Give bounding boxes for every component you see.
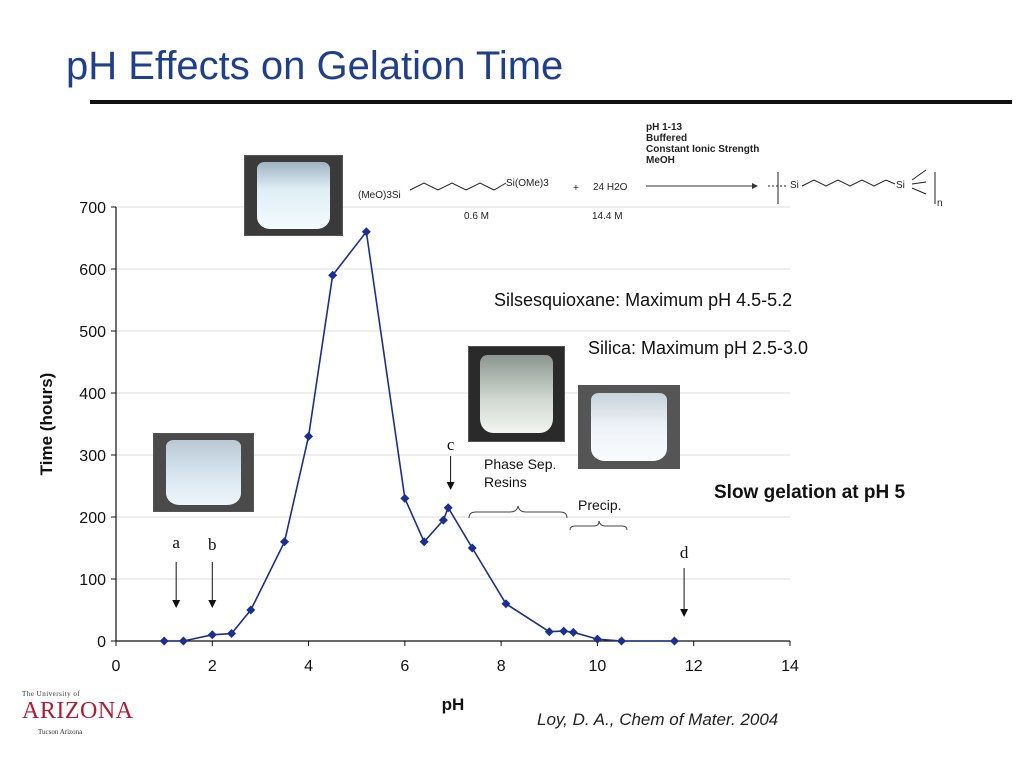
phase-sep-text: Phase Sep. xyxy=(484,456,557,472)
data-point xyxy=(159,636,169,646)
condition-line: pH 1-13 xyxy=(646,122,683,133)
data-point xyxy=(400,493,410,503)
y-tick-label: 500 xyxy=(79,324,106,341)
phase-sep-label: Phase Sep. Resins xyxy=(484,455,556,491)
data-point xyxy=(280,537,289,547)
chart-axes xyxy=(111,206,791,646)
reactant-chain xyxy=(409,182,507,191)
vial-photo-precip xyxy=(578,385,680,469)
x-tick-label: 6 xyxy=(400,658,409,675)
product-si-right: Si xyxy=(896,180,905,191)
condition-line: Constant Ionic Strength xyxy=(646,144,760,155)
reactant1-label: (MeO)3Si xyxy=(358,190,401,201)
x-tick-label: 4 xyxy=(304,658,313,675)
product-bond-2 xyxy=(911,181,927,185)
data-point xyxy=(361,227,371,237)
x-tick-label: 0 xyxy=(112,658,121,675)
product-chain xyxy=(801,179,896,187)
vial-photo-low-ph xyxy=(153,433,254,512)
title-underline xyxy=(90,100,1012,104)
reactant1-end-label: Si(OMe)3 xyxy=(506,178,549,189)
event-label-a: a xyxy=(172,533,180,552)
precip-label: Precip. xyxy=(578,497,622,513)
event-label-c: c xyxy=(447,435,455,454)
data-point xyxy=(178,636,188,646)
data-point xyxy=(592,634,602,644)
reaction-arrow-head xyxy=(752,183,758,189)
y-tick-label: 0 xyxy=(97,634,106,651)
data-point xyxy=(544,627,554,637)
product-n: n xyxy=(937,198,943,209)
data-point xyxy=(501,599,511,609)
conc2-label: 14.4 M xyxy=(592,211,623,222)
slide-title: pH Effects on Gelation Time xyxy=(66,44,564,88)
precip-brace xyxy=(569,520,628,531)
x-tick-label: 12 xyxy=(685,658,703,675)
conditions-block: pH 1-13 Buffered Constant Ionic Strength… xyxy=(646,122,759,166)
data-point xyxy=(227,629,237,639)
logo-main-text: ARIZONA xyxy=(22,698,134,724)
data-point xyxy=(207,630,217,640)
product-bond-1 xyxy=(911,169,927,181)
data-point xyxy=(304,431,314,441)
silsesquioxane-note: Silsesquioxane: Maximum pH 4.5-5.2 xyxy=(494,290,793,310)
resins-text: Resins xyxy=(484,474,527,490)
event-arrowhead-a xyxy=(172,600,181,608)
data-point xyxy=(467,543,477,553)
water-label: 24 H2O xyxy=(593,182,628,193)
event-label-d: d xyxy=(680,543,689,562)
data-point xyxy=(438,515,448,525)
event-label-b: b xyxy=(208,535,217,554)
data-point xyxy=(443,503,453,513)
chart-gridlines xyxy=(116,206,790,580)
event-markers: a b c d xyxy=(172,435,689,617)
data-point xyxy=(419,537,429,547)
data-point xyxy=(617,636,626,646)
data-point xyxy=(568,627,578,637)
y-tick-label: 700 xyxy=(79,200,106,217)
y-tick-label: 400 xyxy=(79,386,106,403)
plus-sign: + xyxy=(573,183,579,194)
conc1-label: 0.6 M xyxy=(464,211,490,222)
data-point xyxy=(559,626,569,636)
condition-line: Buffered xyxy=(646,133,688,144)
product-bond-3 xyxy=(911,187,927,195)
x-tick-label: 14 xyxy=(781,658,799,675)
y-axis-label: Time (hours) xyxy=(37,373,56,476)
logo-top-text: The University of xyxy=(22,690,81,698)
citation: Loy, D. A., Chem of Mater. 2004 xyxy=(537,710,779,729)
vial-photo-peak xyxy=(244,155,343,236)
x-tick-label: 10 xyxy=(589,658,607,675)
slow-gelation-note: Slow gelation at pH 5 xyxy=(714,482,906,503)
x-tick-label: 2 xyxy=(208,658,217,675)
y-tick-label: 300 xyxy=(79,448,106,465)
y-tick-label: 100 xyxy=(79,572,106,589)
phase-sep-brace xyxy=(468,505,568,519)
event-arrowhead-c xyxy=(446,482,455,490)
data-point xyxy=(246,605,256,615)
chart-series xyxy=(159,227,679,646)
y-tick-labels: 0 100 200 300 400 500 600 700 xyxy=(79,200,106,651)
vial-photo-phase-sep xyxy=(468,346,565,442)
y-tick-label: 600 xyxy=(79,262,106,279)
x-tick-labels: 0 2 4 6 8 10 12 14 xyxy=(112,658,799,675)
data-point xyxy=(328,270,338,280)
university-logo: The University of ARIZONA Tucson Arizona xyxy=(22,690,142,738)
data-point xyxy=(669,636,679,646)
silica-note: Silica: Maximum pH 2.5-3.0 xyxy=(588,338,809,358)
condition-line: MeOH xyxy=(646,155,675,166)
logo-bottom-text: Tucson Arizona xyxy=(38,728,83,736)
y-tick-label: 200 xyxy=(79,510,106,527)
x-axis-label: pH xyxy=(442,695,465,714)
event-arrowhead-d xyxy=(680,609,689,617)
event-arrowhead-b xyxy=(208,600,217,608)
x-tick-label: 8 xyxy=(497,658,506,675)
product-si-left: Si xyxy=(790,180,799,191)
